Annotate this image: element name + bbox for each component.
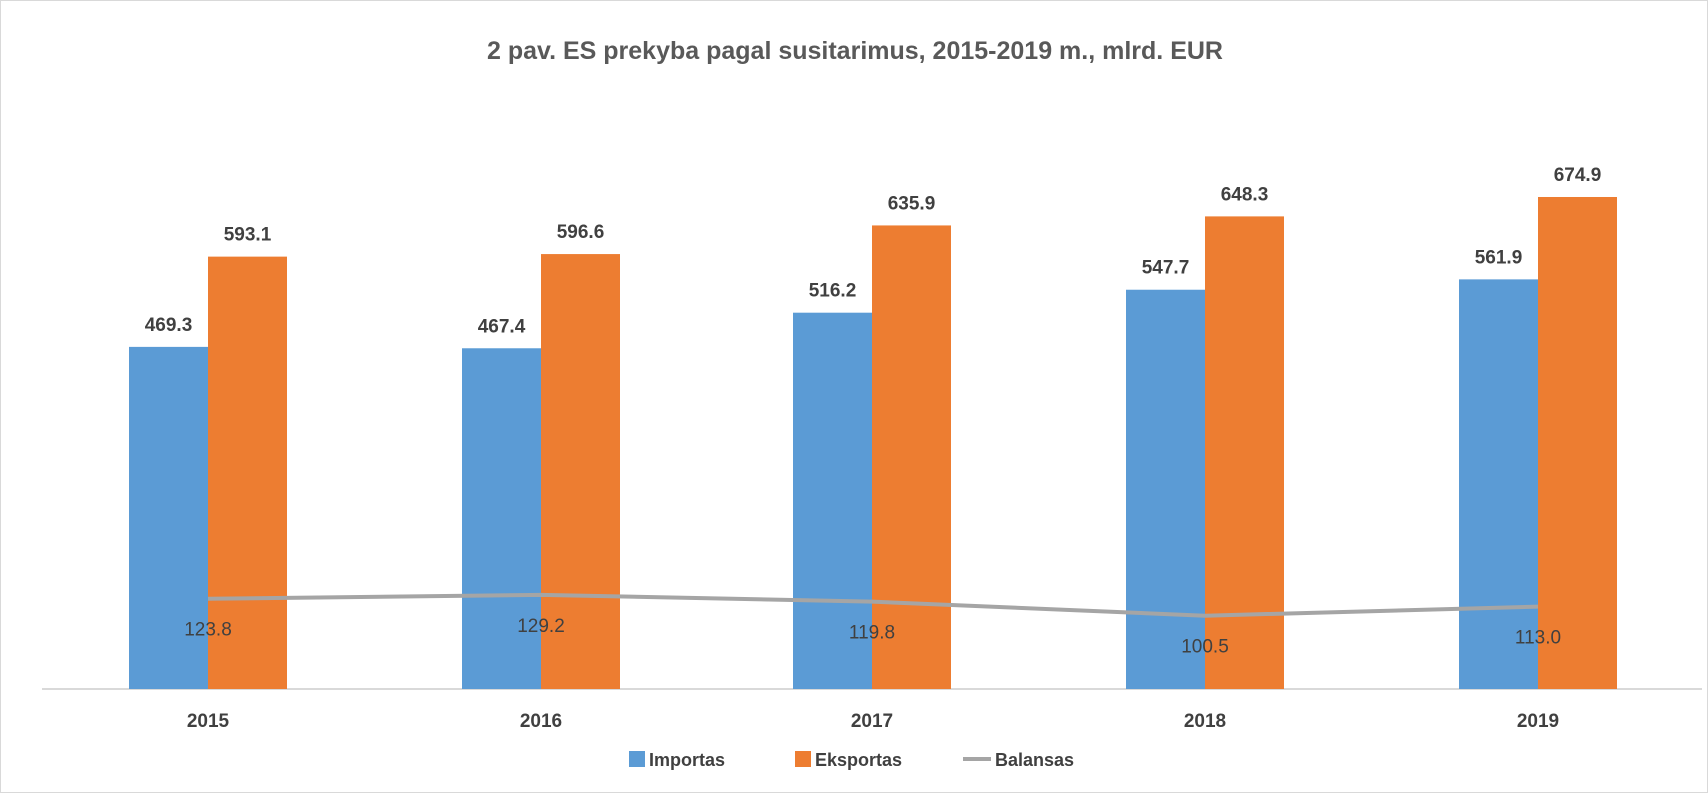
- bar-importas-2019: [1459, 279, 1538, 689]
- data-label-balansas-2018: 100.5: [1181, 637, 1229, 658]
- chart-title: 2 pav. ES prekyba pagal susitarimus, 201…: [487, 37, 1223, 65]
- data-label-eksportas-2016: 596.6: [557, 222, 605, 243]
- data-label-eksportas-2015: 593.1: [224, 225, 272, 246]
- bar-importas-2016: [462, 348, 541, 689]
- legend: Importas Eksportas Balansas: [629, 750, 1074, 770]
- data-label-balansas-2015: 123.8: [184, 620, 232, 641]
- bar-importas-2015: [129, 346, 208, 689]
- bar-eksportas-2018: [1205, 216, 1284, 690]
- legend-swatch-eksportas: [795, 751, 811, 767]
- data-label-balansas-2017: 119.8: [849, 623, 895, 644]
- bar-eksportas-2019: [1538, 196, 1617, 689]
- legend-label-importas: Importas: [649, 750, 725, 770]
- legend-swatch-importas: [629, 751, 645, 767]
- legend-label-balansas: Balansas: [995, 750, 1074, 770]
- x-tick-label-2017: 2017: [851, 711, 893, 732]
- data-label-balansas-2016: 129.2: [517, 616, 565, 637]
- bar-eksportas-2015: [208, 256, 287, 689]
- data-label-eksportas-2018: 648.3: [1221, 184, 1269, 205]
- x-tick-label-2016: 2016: [520, 711, 562, 732]
- data-label-importas-2015: 469.3: [145, 315, 193, 336]
- data-label-importas-2018: 547.7: [1142, 258, 1190, 279]
- data-label-importas-2016: 467.4: [478, 316, 526, 337]
- x-tick-label-2015: 2015: [187, 711, 230, 732]
- bar-importas-2017: [793, 312, 872, 689]
- bar-eksportas-2016: [541, 254, 620, 689]
- legend-label-eksportas: Eksportas: [815, 750, 902, 770]
- data-label-eksportas-2017: 635.9: [888, 193, 936, 214]
- bar-importas-2018: [1126, 289, 1205, 689]
- x-tick-label-2018: 2018: [1184, 711, 1226, 732]
- data-label-eksportas-2019: 674.9: [1554, 165, 1602, 186]
- data-label-balansas-2019: 113.0: [1515, 628, 1561, 649]
- data-label-importas-2017: 516.2: [809, 281, 857, 302]
- data-label-importas-2019: 561.9: [1475, 247, 1523, 268]
- x-tick-label-2019: 2019: [1517, 711, 1559, 732]
- line-balansas: [207, 592, 1539, 618]
- bar-eksportas-2017: [872, 225, 951, 689]
